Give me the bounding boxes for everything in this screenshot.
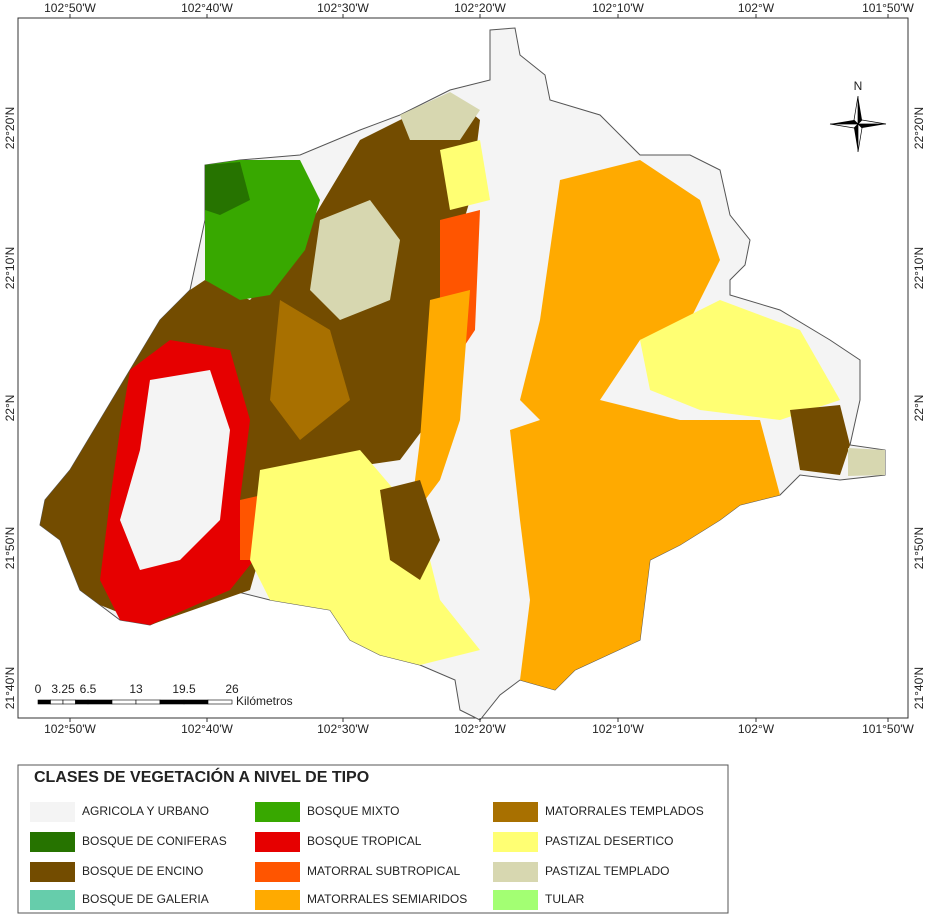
lon-label-bottom: 102°40'W (181, 722, 233, 736)
legend-label: MATORRALES TEMPLADOS (545, 804, 704, 818)
legend-box (17, 764, 729, 914)
lon-label-top: 102°10'W (592, 1, 644, 15)
lat-label-left: 21°50'N (3, 527, 17, 569)
lat-label-left: 22°10'N (3, 247, 17, 289)
legend-swatch (493, 890, 538, 910)
scale-segment (75, 699, 89, 705)
legend-swatch (30, 862, 75, 882)
legend-swatch (255, 832, 300, 852)
semiarid-southeast (510, 400, 780, 690)
scale-segment (207, 699, 233, 705)
lon-label-top: 102°20'W (454, 1, 506, 15)
legend-label: MATORRAL SUBTROPICAL (307, 864, 460, 878)
scale-segment (159, 699, 185, 705)
scale-label: 26 (225, 682, 239, 696)
legend-label: BOSQUE TROPICAL (307, 834, 422, 848)
lat-label-right: 21°50'N (912, 527, 926, 569)
legend-swatch (30, 890, 75, 910)
lat-label-left: 21°40'N (3, 667, 17, 709)
lon-label-bottom: 101°50'W (862, 722, 914, 736)
legend-swatch (493, 862, 538, 882)
temperate-grass-north (400, 92, 480, 140)
lat-label-right: 22°20'N (912, 107, 926, 149)
scale-segment (37, 699, 51, 705)
lat-label-right: 22°10'N (912, 247, 926, 289)
temperate-grass (310, 200, 400, 320)
lat-label-left: 22°20'N (3, 107, 17, 149)
map-regions (39, 27, 886, 721)
legend-label: BOSQUE DE CONIFERAS (82, 834, 227, 848)
legend-swatch (30, 832, 75, 852)
legend-swatch (255, 802, 300, 822)
legend-swatch (255, 862, 300, 882)
legend-title: CLASES DE VEGETACIÓN A NIVEL DE TIPO (34, 767, 369, 786)
scale-unit: Kilómetros (236, 694, 293, 708)
lon-label-bottom: 102°W (738, 722, 775, 736)
lat-label-left: 22°N (3, 395, 17, 422)
lon-label-bottom: 102°30'W (317, 722, 369, 736)
legend-label: MATORRALES SEMIARIDOS (307, 892, 467, 906)
legend-label: BOSQUE DE GALERIA (82, 892, 209, 906)
scale-segment (62, 699, 76, 705)
lon-label-top: 102°30'W (317, 1, 369, 15)
agri-west (120, 370, 230, 570)
scale-segment (183, 699, 209, 705)
semiarid-scrub-center (410, 290, 470, 520)
north-arrow: N (829, 79, 887, 153)
lon-label-bottom: 102°20'W (454, 722, 506, 736)
desert-grass-south (250, 450, 480, 665)
oak-south (380, 480, 440, 580)
lon-label-bottom: 102°10'W (592, 722, 644, 736)
temperate-scrub (270, 300, 350, 440)
legend-swatch (493, 832, 538, 852)
oak-east (790, 405, 850, 475)
scale-segment (135, 699, 161, 705)
lat-label-right: 22°N (912, 395, 926, 422)
conifer-forest (205, 162, 250, 215)
lon-label-top: 102°W (738, 1, 775, 15)
legend-label: PASTIZAL DESERTICO (545, 834, 673, 848)
legend-label: TULAR (545, 892, 585, 906)
legend-label: PASTIZAL TEMPLADO (545, 864, 669, 878)
lon-label-top: 101°50'W (862, 1, 914, 15)
scale-segment (50, 699, 64, 705)
lon-label-bottom: 102°50'W (44, 722, 96, 736)
scale-label: 13 (129, 682, 143, 696)
semiarid-east (520, 160, 720, 440)
scale-segment (111, 699, 137, 705)
legend-label: AGRICOLA Y URBANO (82, 804, 209, 818)
scale-label: 0 (35, 682, 42, 696)
legend-swatch (255, 890, 300, 910)
desert-grass-east (640, 300, 840, 420)
north-label: N (854, 79, 863, 93)
lon-label-top: 102°40'W (181, 1, 233, 15)
scale-label: 6.5 (80, 682, 97, 696)
legend-swatch (493, 802, 538, 822)
scale-label: 3.25 (51, 682, 75, 696)
temperate-grass-east (848, 448, 885, 476)
desert-grass-north (440, 140, 490, 210)
legend-label: BOSQUE DE ENCINO (82, 864, 203, 878)
legend-label: BOSQUE MIXTO (307, 804, 399, 818)
legend-swatch (30, 802, 75, 822)
lat-label-right: 21°40'N (912, 667, 926, 709)
scale-segment (87, 699, 113, 705)
scale-label: 19.5 (172, 682, 196, 696)
lon-label-top: 102°50'W (44, 1, 96, 15)
